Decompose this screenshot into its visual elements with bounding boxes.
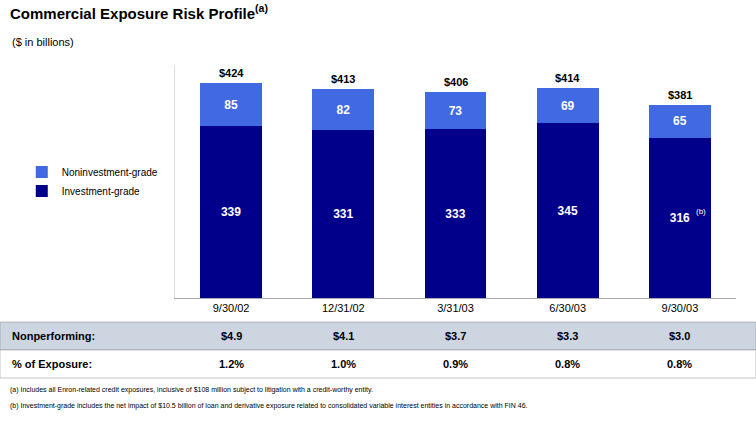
svg-text:82: 82 [336,103,350,117]
svg-text:$381: $381 [668,89,692,101]
svg-text:$414: $414 [555,72,580,84]
svg-text:Nonperforming:: Nonperforming: [12,330,95,342]
svg-text:0.8%: 0.8% [555,358,580,370]
svg-text:$406: $406 [444,76,468,88]
svg-text:Investment-grade: Investment-grade [62,186,140,197]
svg-text:(b) Investment-grade includes: (b) Investment-grade includes the net im… [10,402,528,410]
svg-text:$4.1: $4.1 [333,330,354,342]
svg-text:1.2%: 1.2% [219,358,244,370]
svg-text:% of Exposure:: % of Exposure: [12,358,92,370]
svg-text:3/31/03: 3/31/03 [437,302,474,314]
svg-text:$3.7: $3.7 [445,330,466,342]
svg-text:$3.0: $3.0 [669,330,690,342]
svg-text:(b): (b) [696,207,706,216]
svg-text:($ in billions): ($ in billions) [12,36,74,48]
svg-text:9/30/02: 9/30/02 [213,302,250,314]
svg-text:Noninvestment-grade: Noninvestment-grade [62,167,158,178]
svg-text:339: 339 [221,205,241,219]
svg-text:(a) Includes all Enron-related: (a) Includes all Enron-related credit ex… [10,386,373,394]
svg-text:$413: $413 [331,73,355,85]
svg-text:316: 316 [670,211,690,225]
svg-text:12/31/02: 12/31/02 [322,302,365,314]
svg-text:9/30/03: 9/30/03 [662,302,699,314]
svg-text:0.9%: 0.9% [443,358,468,370]
svg-text:Commercial Exposure Risk Profi: Commercial Exposure Risk Profile​(a)​ [10,2,268,21]
svg-text:73: 73 [449,104,463,118]
svg-text:333: 333 [445,207,465,221]
svg-text:$424: $424 [219,67,244,79]
svg-text:6/30/03: 6/30/03 [549,302,586,314]
svg-text:1.0%: 1.0% [331,358,356,370]
svg-text:345: 345 [558,204,578,218]
svg-text:$4.9: $4.9 [221,330,242,342]
svg-text:$3.3: $3.3 [557,330,578,342]
svg-text:0.8%: 0.8% [667,358,692,370]
svg-text:85: 85 [224,98,238,112]
svg-text:65: 65 [673,114,687,128]
svg-text:69: 69 [561,99,575,113]
svg-text:331: 331 [333,207,353,221]
